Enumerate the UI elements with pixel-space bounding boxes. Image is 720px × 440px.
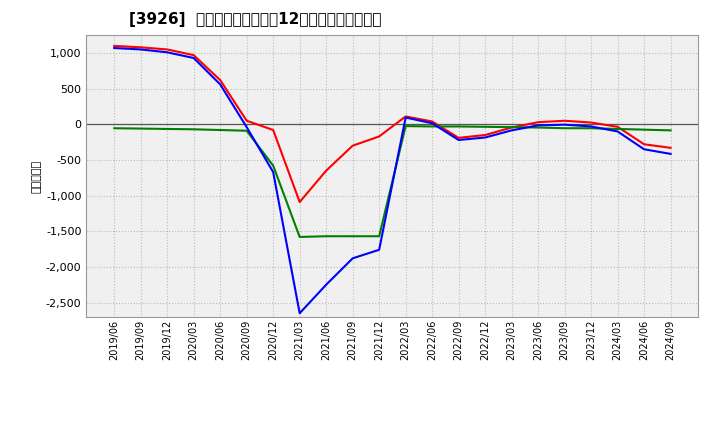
営業CF [534, 120, 542, 125]
フリーCF [295, 311, 304, 316]
投資CF [163, 126, 171, 132]
投資CF [136, 126, 145, 131]
営業CF [136, 45, 145, 50]
投資CF [216, 127, 225, 132]
営業CF [613, 124, 622, 129]
フリーCF [454, 137, 463, 143]
フリーCF [666, 151, 675, 157]
投資CF [295, 235, 304, 240]
投資CF [269, 163, 277, 169]
フリーCF [110, 45, 119, 51]
営業CF [401, 114, 410, 119]
投資CF [481, 124, 490, 129]
フリーCF [613, 129, 622, 134]
フリーCF [428, 121, 436, 126]
投資CF [534, 125, 542, 130]
営業CF [666, 145, 675, 150]
投資CF [243, 128, 251, 133]
Line: 投資CF: 投資CF [114, 126, 670, 237]
Line: フリーCF: フリーCF [114, 48, 670, 313]
営業CF [587, 120, 595, 125]
投資CF [640, 127, 649, 132]
フリーCF [375, 247, 384, 253]
フリーCF [534, 123, 542, 128]
営業CF [348, 143, 357, 148]
Text: [3926]  キャッシュフローの12か月移動合計の推移: [3926] キャッシュフローの12か月移動合計の推移 [130, 12, 382, 27]
投資CF [454, 124, 463, 129]
フリーCF [508, 128, 516, 133]
営業CF [508, 125, 516, 130]
フリーCF [136, 47, 145, 52]
営業CF [640, 142, 649, 147]
営業CF [189, 52, 198, 58]
Line: 営業CF: 営業CF [114, 46, 670, 202]
Y-axis label: （百万円）: （百万円） [32, 159, 42, 193]
営業CF [428, 119, 436, 124]
営業CF [375, 134, 384, 139]
投資CF [375, 234, 384, 239]
フリーCF [640, 147, 649, 152]
フリーCF [243, 125, 251, 130]
フリーCF [163, 50, 171, 55]
投資CF [613, 126, 622, 132]
営業CF [163, 47, 171, 52]
営業CF [216, 77, 225, 83]
投資CF [560, 125, 569, 131]
フリーCF [216, 82, 225, 87]
営業CF [322, 168, 330, 173]
営業CF [295, 199, 304, 205]
Legend: 営業CF, 投資CF, フリーCF: 営業CF, 投資CF, フリーCF [266, 434, 519, 440]
投資CF [110, 125, 119, 131]
投資CF [428, 124, 436, 129]
投資CF [322, 234, 330, 239]
投資CF [666, 128, 675, 133]
投資CF [189, 127, 198, 132]
営業CF [269, 127, 277, 132]
営業CF [560, 118, 569, 123]
フリーCF [587, 124, 595, 129]
フリーCF [322, 282, 330, 287]
営業CF [454, 135, 463, 140]
フリーCF [269, 169, 277, 175]
フリーCF [348, 256, 357, 261]
フリーCF [401, 115, 410, 120]
投資CF [508, 125, 516, 130]
投資CF [401, 124, 410, 129]
営業CF [110, 43, 119, 48]
投資CF [587, 125, 595, 131]
フリーCF [189, 55, 198, 61]
投資CF [348, 234, 357, 239]
フリーCF [560, 122, 569, 127]
営業CF [243, 118, 251, 123]
フリーCF [481, 135, 490, 140]
営業CF [481, 132, 490, 138]
